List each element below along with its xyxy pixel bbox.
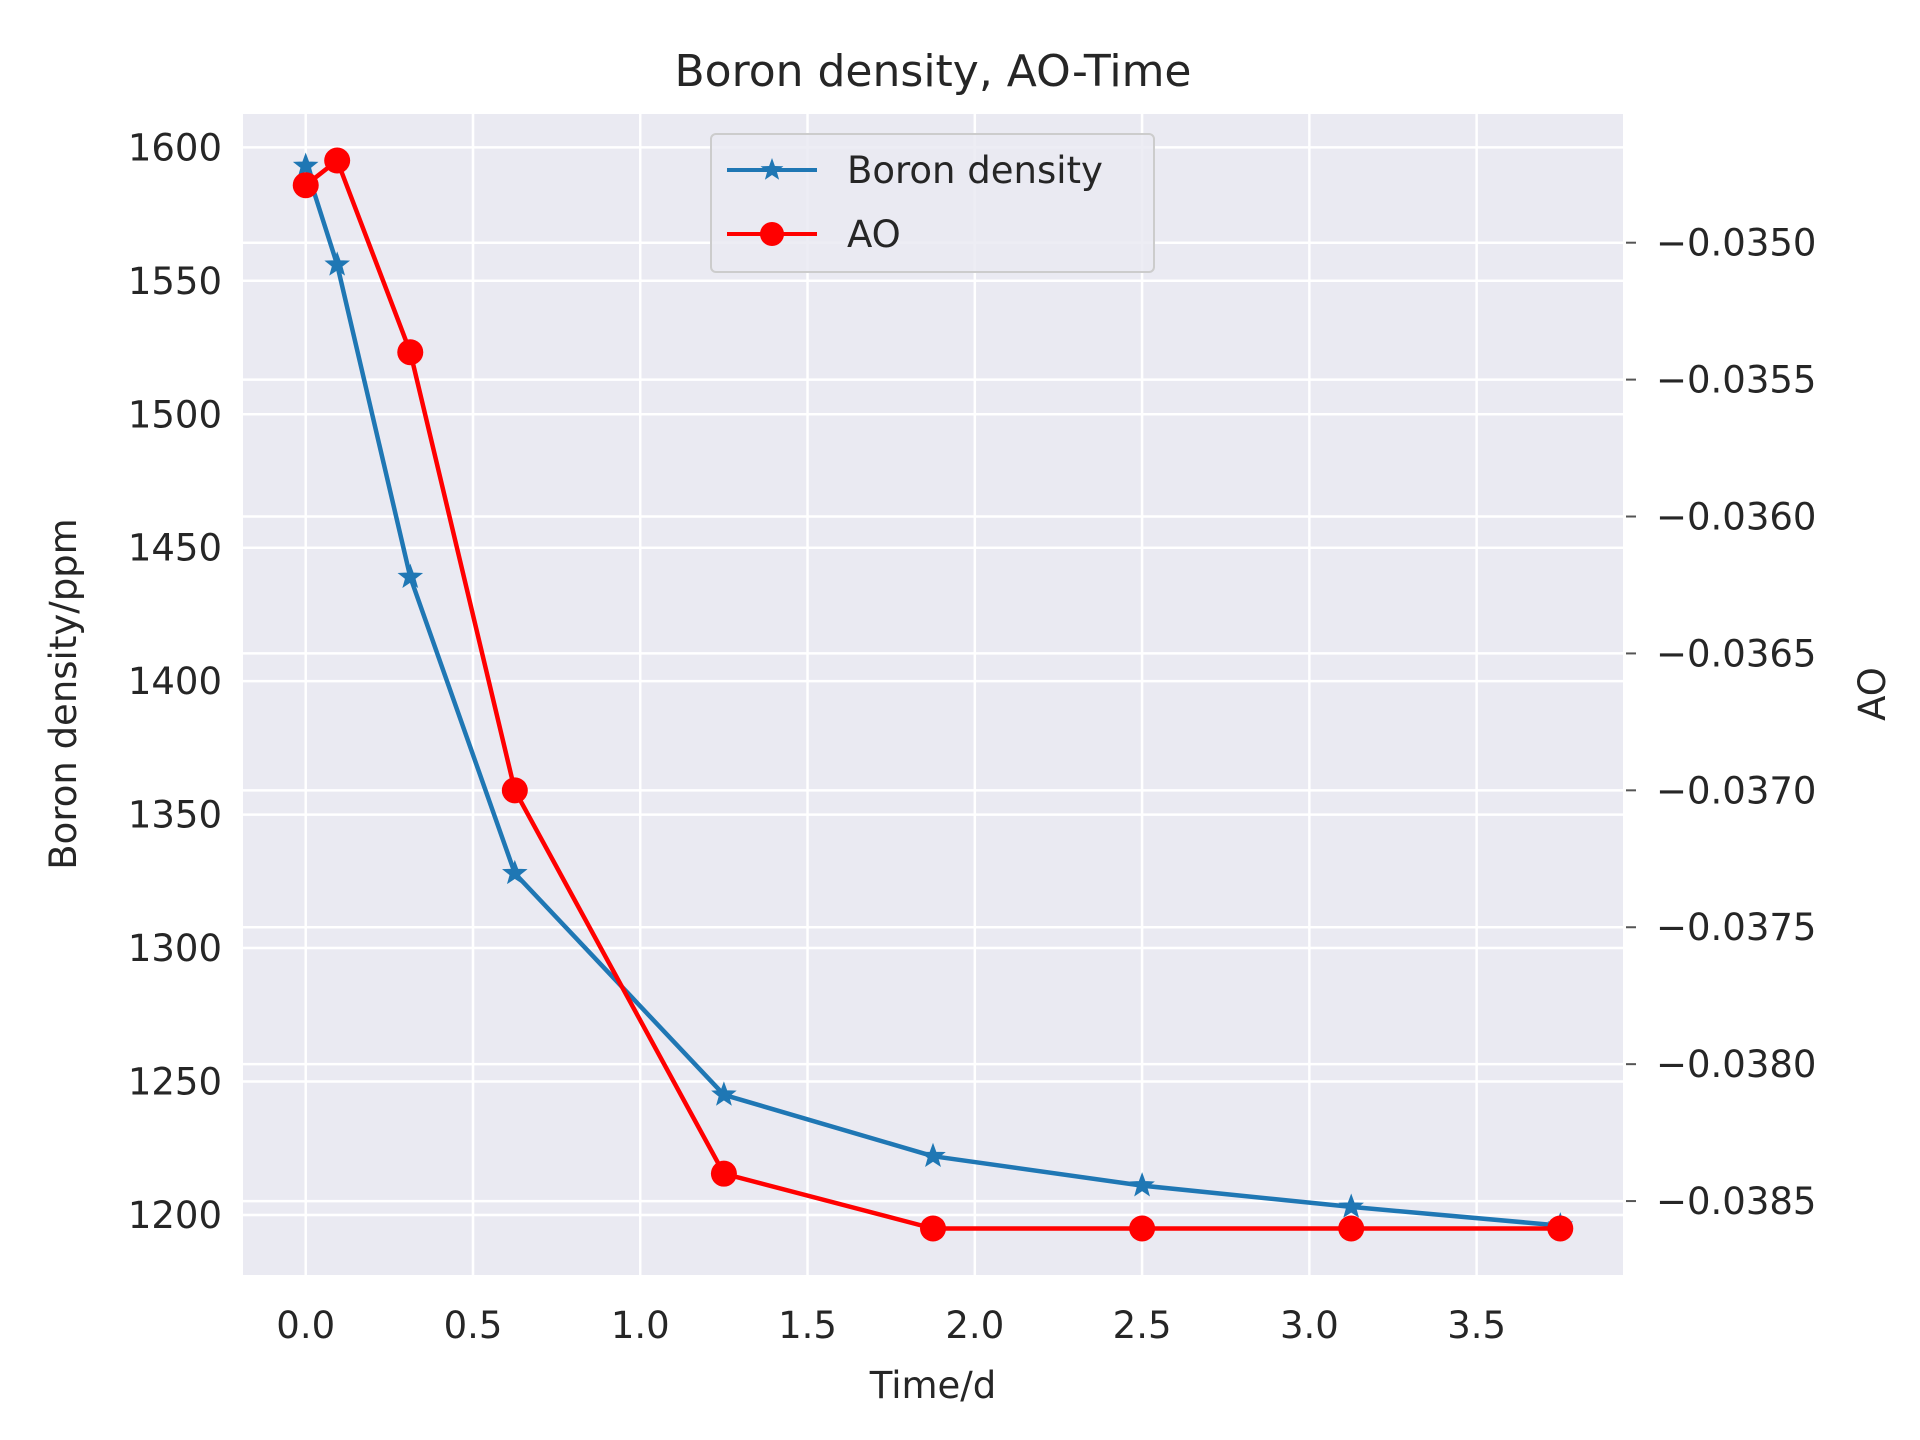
ao-point	[1547, 1215, 1574, 1242]
y-tick-label: 1500	[128, 393, 222, 436]
ao-point	[1338, 1215, 1365, 1242]
legend-marker-ao	[760, 222, 784, 246]
ao-point	[324, 147, 351, 174]
y2-tick-label: −0.0360	[1656, 496, 1816, 539]
x-tick-label: 2.5	[1113, 1304, 1172, 1347]
ao-point	[920, 1215, 946, 1242]
legend-marker-boron	[760, 158, 784, 180]
x-axis-label: Time/d	[869, 1364, 997, 1407]
y-tick-label: 1200	[128, 1194, 222, 1237]
y2-tick-label: −0.0385	[1656, 1180, 1816, 1223]
ao-point	[501, 777, 528, 804]
boron-density-point	[1129, 1172, 1155, 1197]
ao-point	[292, 172, 319, 199]
boron-density-point	[920, 1142, 946, 1168]
y-tick-label: 1550	[128, 260, 222, 303]
legend-label-ao: AO	[847, 213, 901, 256]
ao-point	[1129, 1215, 1156, 1242]
y-tick-label: 1350	[128, 794, 222, 837]
x-tick-label: 1.0	[611, 1304, 670, 1347]
legend-box	[710, 133, 1155, 273]
series-layer	[292, 147, 1574, 1242]
x-tick-label: 2.0	[945, 1304, 1004, 1347]
boron-density-point	[1338, 1193, 1364, 1218]
y2-tick-label: −0.0350	[1656, 222, 1816, 265]
boron-density-point	[711, 1081, 737, 1106]
y2-tick-label: −0.0355	[1656, 359, 1816, 402]
y-tick-label: 1400	[128, 660, 222, 703]
x-tick-label: 3.5	[1447, 1304, 1506, 1347]
y-tick-label: 1300	[128, 927, 222, 970]
x-tick-label: 0.5	[444, 1304, 503, 1347]
y-tick-label: 1600	[128, 126, 222, 169]
y2-tick-label: −0.0380	[1656, 1043, 1816, 1086]
ticks: 0.0 0.5 1.0 1.5 2.0 2.5 3.0 3.5 1200 1250 1300 1350…	[128, 126, 1817, 1347]
x-tick-label: 1.5	[778, 1304, 837, 1347]
boron-density-point	[397, 563, 424, 588]
x-tick-label: 3.0	[1280, 1304, 1339, 1347]
y2-tick-label: −0.0370	[1656, 769, 1816, 812]
y2-tick-label: −0.0375	[1656, 906, 1816, 949]
y2-axis-label: AO	[1851, 667, 1894, 721]
chart-title: Boron density, AO-Time	[674, 46, 1191, 97]
ao-point	[397, 339, 424, 366]
grid	[243, 114, 1623, 1275]
y-tick-label: 1250	[128, 1061, 222, 1104]
boron-density-point	[292, 152, 319, 177]
y-tick-label: 1450	[128, 527, 222, 570]
legend: Boron density AO	[710, 133, 1155, 273]
x-tick-label: 0.0	[276, 1304, 335, 1347]
ao-point	[710, 1160, 737, 1187]
y2-tick-label: −0.0365	[1656, 632, 1816, 675]
y-axis-label: Boron density/ppm	[42, 518, 85, 869]
boron-density-point	[324, 251, 350, 276]
boron-density-point	[502, 859, 528, 885]
legend-label-boron: Boron density	[847, 149, 1103, 192]
